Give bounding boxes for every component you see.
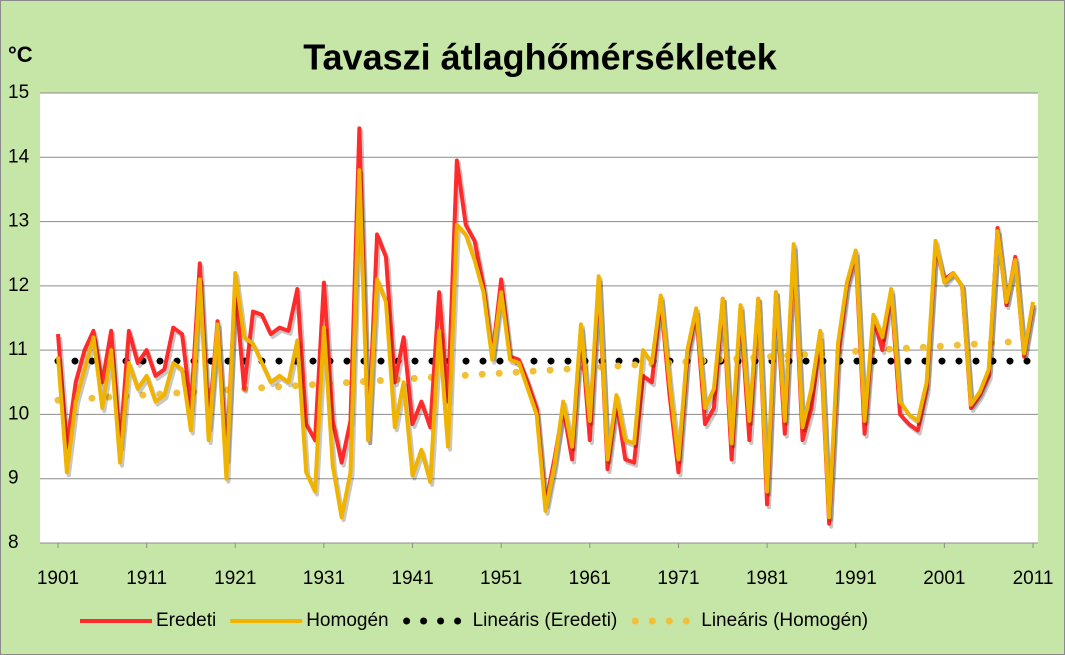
- y-tick-label: 12: [8, 275, 29, 296]
- legend-label: Homogén: [306, 610, 388, 631]
- legend-label: Lineáris (Eredeti): [473, 610, 618, 631]
- y-tick-label: 15: [8, 82, 29, 103]
- y-tick-label: 13: [8, 211, 29, 232]
- x-tick-label: 2001: [923, 568, 965, 589]
- y-tick-label: 14: [8, 146, 30, 167]
- x-tick-label: 1901: [37, 568, 79, 589]
- legend-label: Eredeti: [156, 610, 216, 631]
- x-tick-label: 1951: [480, 568, 522, 589]
- x-tick-label: 1971: [657, 568, 699, 589]
- x-tick-label: 1961: [569, 568, 611, 589]
- x-tick-label: 1921: [214, 568, 256, 589]
- y-tick-label: 8: [8, 532, 19, 553]
- series-line: [56, 168, 1035, 520]
- x-tick-label: 1931: [303, 568, 345, 589]
- y-tick-label: 10: [8, 403, 29, 424]
- y-tick-label: 9: [8, 468, 19, 489]
- x-tick-label: 1911: [126, 568, 167, 589]
- x-tick-label: 1981: [746, 568, 788, 589]
- x-tick-label: 2011: [1013, 568, 1054, 589]
- chart-title: Tavaszi átlaghőmérsékletek: [303, 37, 778, 78]
- x-tick-label: 1991: [835, 568, 877, 589]
- legend-label: Lineáris (Homogén): [701, 610, 868, 631]
- y-tick-label: 11: [8, 339, 28, 360]
- y-axis-label: °C: [8, 42, 33, 67]
- x-tick-label: 1941: [391, 568, 433, 589]
